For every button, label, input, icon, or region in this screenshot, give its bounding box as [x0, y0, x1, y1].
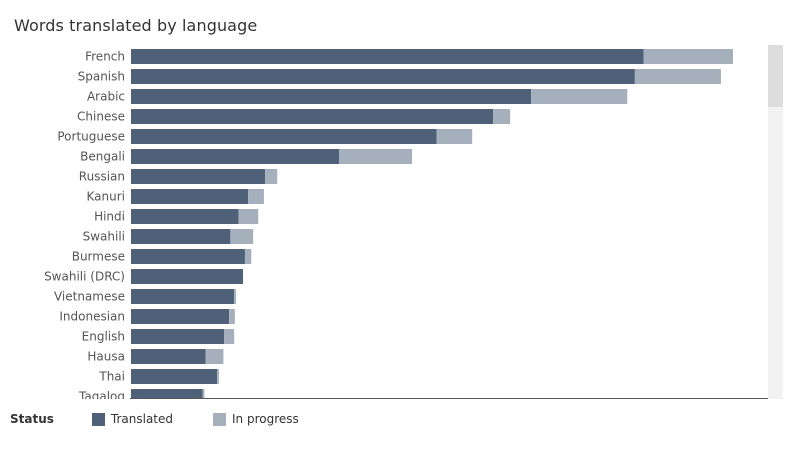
bar-bengali-in-progress[interactable]	[339, 149, 413, 164]
category-label-tagalog: Tagalog	[78, 390, 125, 400]
category-label-spanish: Spanish	[78, 70, 125, 84]
vertical-scrollbar[interactable]	[768, 45, 783, 399]
bar-hindi-translated[interactable]	[131, 209, 239, 224]
bar-burmese-in-progress[interactable]	[244, 249, 252, 264]
category-label-english: English	[82, 330, 125, 344]
bar-english-in-progress[interactable]	[224, 329, 235, 344]
bar-arabic-translated[interactable]	[131, 89, 532, 104]
scrollbar-thumb[interactable]	[768, 45, 783, 107]
bar-hausa-translated[interactable]	[131, 349, 206, 364]
bar-bengali-translated[interactable]	[131, 149, 340, 164]
category-label-hausa: Hausa	[87, 350, 125, 364]
bar-spanish-translated[interactable]	[131, 69, 635, 84]
legend-item-in-progress[interactable]: In progress	[213, 412, 299, 426]
bar-russian-in-progress[interactable]	[265, 169, 278, 184]
bar-arabic-in-progress[interactable]	[531, 89, 628, 104]
category-label-kanuri: Kanuri	[87, 190, 126, 204]
legend-label-translated: Translated	[110, 412, 174, 426]
bar-russian-translated[interactable]	[131, 169, 266, 184]
legend-label-in-progress: In progress	[232, 412, 299, 426]
category-label-russian: Russian	[79, 170, 125, 184]
bar-hausa-in-progress[interactable]	[205, 349, 224, 364]
category-label-vietnamese: Vietnamese	[54, 290, 125, 304]
chart-title: Words translated by language	[14, 16, 258, 35]
legend-swatch-translated	[91, 412, 105, 426]
bar-chinese-in-progress[interactable]	[493, 109, 511, 124]
bar-vietnamese-translated[interactable]	[131, 289, 235, 304]
category-label-chinese: Chinese	[77, 110, 125, 124]
bar-spanish-in-progress[interactable]	[634, 69, 721, 84]
bar-french-translated[interactable]	[131, 49, 644, 64]
bar-hindi-in-progress[interactable]	[238, 209, 259, 224]
legend-swatch-in-progress	[213, 412, 227, 426]
category-label-swahili-drc: Swahili (DRC)	[44, 270, 125, 284]
bar-chart: French Spanish Arabic Chinese Portuguese Beng…	[44, 49, 733, 400]
category-label-burmese: Burmese	[72, 250, 125, 264]
category-label-swahili: Swahili	[83, 230, 125, 244]
bar-swahili-in-progress[interactable]	[230, 229, 254, 244]
bar-tagalog-in-progress[interactable]	[202, 389, 205, 399]
category-label-thai: Thai	[98, 370, 125, 384]
bar-portuguese-in-progress[interactable]	[436, 129, 473, 144]
chart-plot-area[interactable]: French Spanish Arabic Chinese Portuguese Beng…	[0, 45, 768, 399]
bar-thai-in-progress[interactable]	[217, 369, 219, 384]
bar-thai-translated[interactable]	[131, 369, 218, 384]
bar-vietnamese-in-progress[interactable]	[234, 289, 237, 304]
category-label-french: French	[85, 50, 125, 64]
bar-burmese-translated[interactable]	[131, 249, 245, 264]
category-label-hindi: Hindi	[94, 210, 125, 224]
bar-indonesian-translated[interactable]	[131, 309, 230, 324]
category-label-indonesian: Indonesian	[59, 310, 125, 324]
category-label-bengali: Bengali	[80, 150, 125, 164]
legend-item-translated[interactable]: Translated	[91, 412, 174, 426]
bar-portuguese-translated[interactable]	[131, 129, 437, 144]
category-label-arabic: Arabic	[87, 90, 125, 104]
bar-french-in-progress[interactable]	[643, 49, 733, 64]
bar-swahili-translated[interactable]	[131, 229, 231, 244]
bar-kanuri-translated[interactable]	[131, 189, 249, 204]
bar-english-translated[interactable]	[131, 329, 225, 344]
bar-swahili-drc-translated[interactable]	[131, 269, 244, 284]
bar-chinese-translated[interactable]	[131, 109, 494, 124]
x-axis-baseline	[130, 398, 768, 399]
bar-indonesian-in-progress[interactable]	[229, 309, 235, 324]
legend-title: Status	[10, 412, 54, 426]
bar-tagalog-translated[interactable]	[131, 389, 203, 399]
bar-kanuri-in-progress[interactable]	[248, 189, 264, 204]
legend: Status Translated In progress	[10, 410, 339, 428]
category-label-portuguese: Portuguese	[57, 130, 125, 144]
